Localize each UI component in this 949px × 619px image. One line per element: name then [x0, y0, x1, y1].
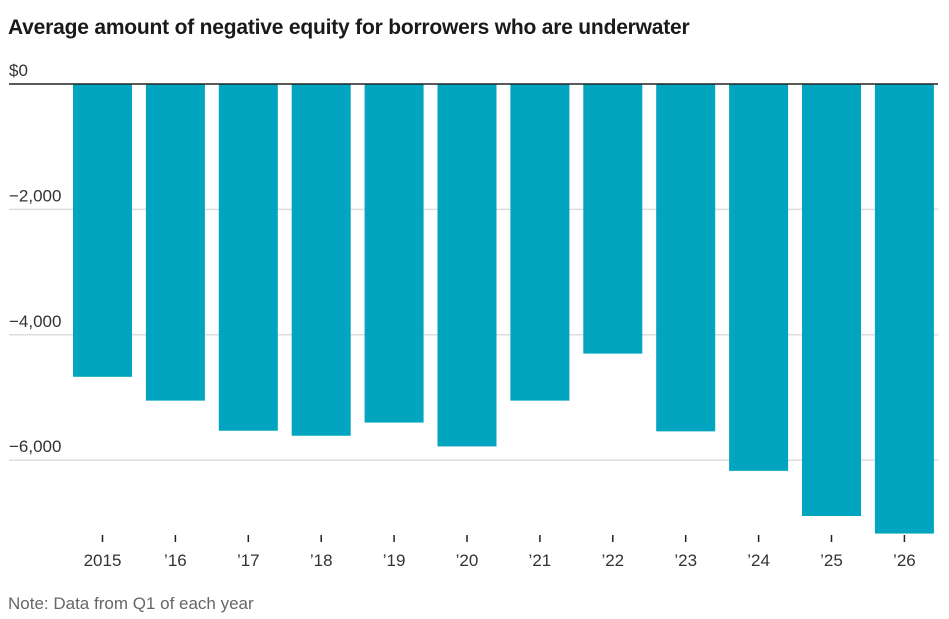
bar: [729, 84, 789, 471]
x-tick-label: ’17: [237, 551, 260, 570]
bar-chart: $0 −2,000 −4,000 −6,000 2015 ’16 ’17 ’18 ’19 ’20…: [9, 61, 938, 570]
bar: [656, 84, 716, 432]
bar: [291, 84, 351, 436]
y-tick-label: −4,000: [9, 312, 61, 331]
bar: [874, 84, 934, 534]
x-tick-label: ’22: [601, 551, 624, 570]
y-axis-labels: $0 −2,000 −4,000 −6,000: [9, 61, 61, 456]
x-tick-label: 2015: [84, 551, 122, 570]
bar: [437, 84, 497, 447]
x-tick-label: ’20: [456, 551, 479, 570]
bar: [510, 84, 570, 401]
bar: [73, 84, 132, 377]
chart-title: Average amount of negative equity for bo…: [8, 16, 690, 39]
y-tick-label: −2,000: [9, 186, 61, 205]
x-tick-label: ’21: [529, 551, 552, 570]
x-tick-label: ’25: [820, 551, 843, 570]
x-axis: 2015 ’16 ’17 ’18 ’19 ’20 ’21 ’22 ’23 ’24 ’25 ’26: [84, 535, 916, 570]
x-tick-label: ’18: [310, 551, 333, 570]
x-tick-label: ’26: [893, 551, 916, 570]
y-tick-label: $0: [9, 61, 28, 80]
bar: [802, 84, 861, 517]
x-tick-label: ’23: [674, 551, 697, 570]
bar: [218, 84, 278, 431]
bars: [73, 84, 934, 534]
bar: [583, 84, 643, 354]
bar: [364, 84, 424, 423]
x-tick-label: ’24: [747, 551, 770, 570]
bar: [145, 84, 205, 401]
chart-note: Note: Data from Q1 of each year: [8, 594, 254, 613]
x-tick-label: ’19: [383, 551, 406, 570]
x-tick-label: ’16: [164, 551, 187, 570]
y-tick-label: −6,000: [9, 437, 61, 456]
